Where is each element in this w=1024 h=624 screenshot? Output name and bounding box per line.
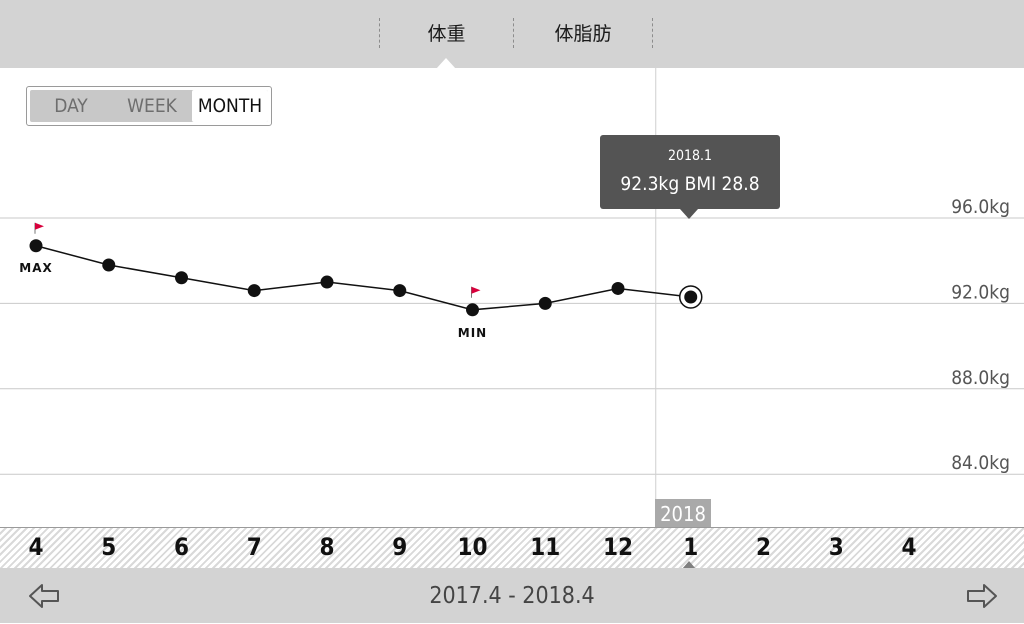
month-label[interactable]: 11: [530, 533, 561, 561]
date-range-label: 2017.4 - 2018.4: [429, 583, 595, 609]
data-point: [466, 303, 479, 317]
flag-icon: [471, 286, 481, 294]
y-tick-label: 88.0kg: [951, 367, 1010, 389]
month-label[interactable]: 3: [828, 533, 844, 561]
y-tick-label: 96.0kg: [951, 196, 1010, 218]
data-point: [175, 271, 188, 285]
active-tab-indicator: [436, 58, 456, 69]
max-label: MAX: [19, 261, 52, 275]
data-tooltip: 2018.1 92.3kg BMI 28.8: [600, 135, 780, 209]
data-point: [684, 290, 698, 304]
data-point: [611, 281, 625, 295]
month-label[interactable]: 1: [683, 533, 699, 561]
tab-body-fat[interactable]: 体脂肪: [554, 23, 612, 45]
tab-divider: [513, 18, 514, 48]
right-arrow-icon: [967, 584, 997, 608]
segmented-track: DAY WEEK MONTH: [30, 90, 268, 122]
tooltip-date: 2018.1: [667, 148, 713, 164]
data-point: [393, 284, 407, 298]
range-segmented-control: DAY WEEK MONTH: [26, 86, 272, 126]
tab-divider: [652, 18, 653, 48]
month-label[interactable]: 8: [319, 533, 335, 561]
month-label[interactable]: 5: [101, 533, 117, 561]
prev-period-button[interactable]: [24, 580, 64, 612]
tab-weight[interactable]: 体重: [427, 23, 466, 45]
left-arrow-icon: [29, 584, 59, 608]
tooltip-value: 92.3kg BMI 28.8: [620, 173, 760, 195]
date-range-bar: 2017.4 - 2018.4: [0, 568, 1024, 623]
y-tick-label: 84.0kg: [951, 452, 1010, 474]
month-axis: [0, 527, 1024, 568]
data-point: [102, 258, 116, 272]
flag-icon: [35, 222, 44, 230]
range-month-button[interactable]: MONTH: [192, 90, 268, 122]
data-point: [320, 275, 334, 289]
selected-month-caret: [682, 561, 696, 569]
range-week-button[interactable]: WEEK: [127, 95, 177, 117]
min-label: MIN: [458, 326, 487, 340]
range-day-button[interactable]: DAY: [54, 95, 88, 117]
month-label[interactable]: 4: [901, 533, 917, 561]
top-tab-bar: 体重 体脂肪: [0, 0, 1024, 69]
series-line: [35, 245, 691, 311]
next-period-button[interactable]: [962, 580, 1002, 612]
data-point: [247, 284, 261, 298]
month-label[interactable]: 6: [173, 533, 190, 561]
month-label[interactable]: 2: [755, 533, 772, 561]
tab-divider: [379, 18, 380, 48]
y-tick-label: 92.0kg: [951, 281, 1010, 303]
month-label[interactable]: 9: [392, 533, 408, 561]
month-label[interactable]: 4: [28, 533, 44, 561]
year-tag: 2018: [655, 499, 711, 527]
month-label[interactable]: 12: [602, 533, 634, 561]
data-point: [538, 296, 552, 310]
tooltip-tail: [680, 209, 698, 219]
data-point: [29, 239, 43, 253]
month-label[interactable]: 7: [246, 533, 262, 561]
month-label[interactable]: 10: [457, 533, 488, 561]
